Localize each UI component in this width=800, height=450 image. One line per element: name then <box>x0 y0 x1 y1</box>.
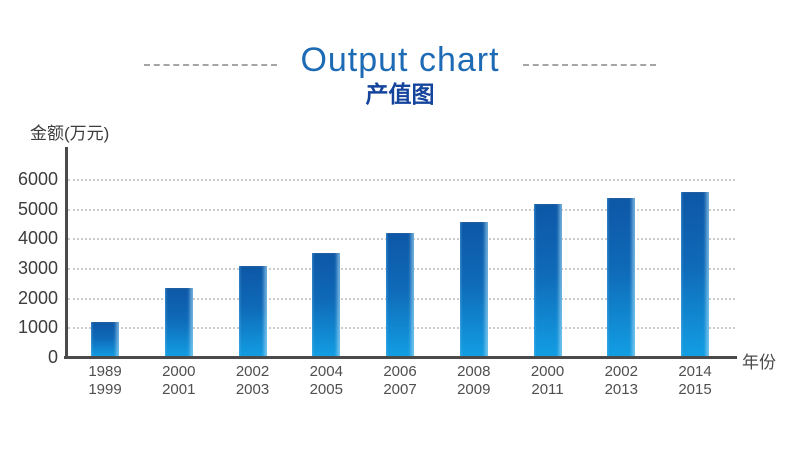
bar-2000-2011 <box>533 204 562 358</box>
y-tick-label-4000: 4000 <box>17 228 58 249</box>
chart-title: Output chart <box>300 41 500 79</box>
x-category-label: 2014 2015 <box>678 363 712 398</box>
bar-slot: 1989 1999 <box>77 133 133 399</box>
bar-slot: 2014 2015 <box>667 133 723 399</box>
bar-series: 1989 1999 2000 2001 2002 2003 2004 2005 2006… <box>66 133 730 398</box>
bar-2000-2001 <box>164 288 193 358</box>
bar-slot: 2006 2007 <box>372 133 428 399</box>
bar-2002-2013 <box>607 198 636 358</box>
bar-area <box>681 133 709 358</box>
bar-2008-2009 <box>459 222 488 358</box>
x-axis-title: 年份 <box>742 353 776 372</box>
y-tick-label-2000: 2000 <box>17 287 58 308</box>
bar-area <box>164 133 193 358</box>
x-category-label: 2000 2011 <box>530 363 565 398</box>
gridline-6000 <box>68 179 735 181</box>
y-tick-label-1000: 1000 <box>17 317 58 338</box>
title-dash-right <box>522 64 656 66</box>
y-axis-line <box>65 147 68 359</box>
bar-1989-1999 <box>91 322 119 358</box>
chart-header: Output chart 产值图 <box>0 40 800 108</box>
bar-area <box>459 133 488 358</box>
bar-slot: 2004 2005 <box>298 133 354 399</box>
bar-area <box>386 133 414 358</box>
bar-slot: 2002 2013 <box>593 133 649 399</box>
x-category-label: 2008 2009 <box>457 363 491 398</box>
title-dash-left <box>144 64 278 66</box>
bar-area <box>607 133 636 358</box>
bar-area <box>312 133 341 358</box>
x-category-label: 2006 2007 <box>383 363 417 398</box>
bar-2014-2015 <box>681 192 709 358</box>
bar-slot: 2008 2009 <box>446 133 502 399</box>
x-category-label: 1989 1999 <box>88 363 122 398</box>
y-tick-label-3000: 3000 <box>17 258 58 278</box>
y-axis-title: 金额(万元) <box>30 124 110 143</box>
bar-area <box>238 133 267 358</box>
y-tick-label-6000: 6000 <box>17 169 58 189</box>
x-axis-line <box>64 356 737 359</box>
chart-subtitle: 产值图 <box>365 81 435 107</box>
gridline-5000 <box>68 208 735 211</box>
bar-2002-2003 <box>238 266 267 358</box>
bar-2004-2005 <box>312 253 341 358</box>
bar-area <box>91 133 119 358</box>
x-category-label: 2002 2003 <box>235 363 270 398</box>
x-category-label: 2002 2013 <box>604 363 638 398</box>
y-tick-label-0: 0 <box>47 347 58 367</box>
bar-2006-2007 <box>386 233 414 358</box>
bar-slot: 2000 2001 <box>151 133 207 399</box>
title-block: Output chart 产值图 <box>300 40 499 108</box>
bar-slot: 2002 2003 <box>225 133 281 399</box>
x-category-label: 2000 2001 <box>162 363 196 398</box>
bar-area <box>533 133 562 358</box>
bar-slot: 2000 2011 <box>520 133 576 399</box>
y-tick-label-5000: 5000 <box>17 198 58 219</box>
x-category-label: 2004 2005 <box>309 363 343 398</box>
